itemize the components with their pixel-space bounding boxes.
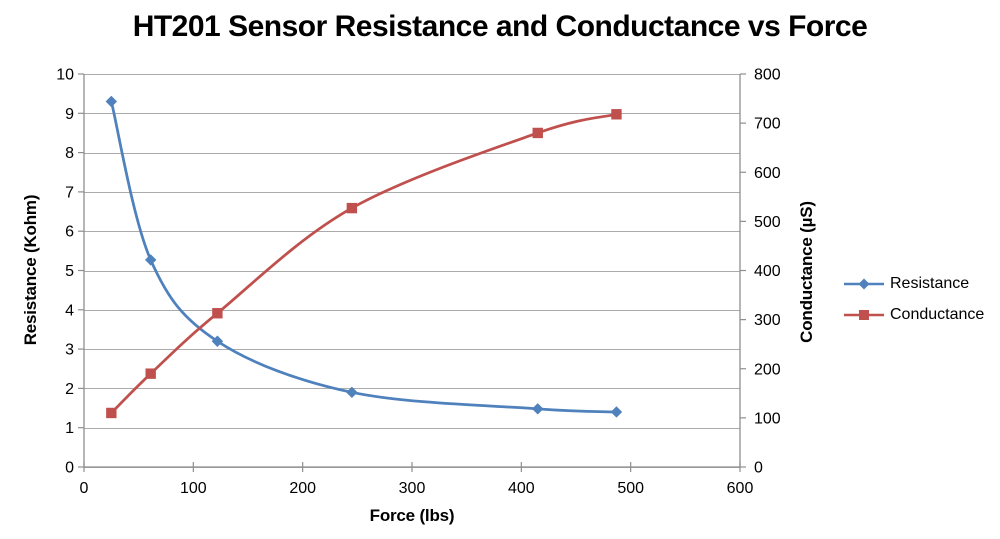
right-axis-tick-label: 600 xyxy=(754,165,781,182)
tick-marks xyxy=(78,73,746,472)
data-point-marker xyxy=(212,308,223,319)
diamond-marker-icon xyxy=(858,278,870,290)
square-marker-icon xyxy=(859,310,869,320)
series-resistance xyxy=(105,95,623,418)
data-point-marker xyxy=(532,403,544,415)
x-axis-tick-label: 0 xyxy=(80,480,89,497)
data-point-marker xyxy=(346,386,358,399)
series-line xyxy=(109,112,618,415)
left-axis-tick-label: 10 xyxy=(56,67,74,84)
left-axis-tick-label: 7 xyxy=(65,184,74,201)
x-axis-tick-label: 300 xyxy=(399,480,426,497)
x-axis-tick-label: 100 xyxy=(180,480,207,497)
data-point-marker xyxy=(106,407,117,419)
left-axis-tick-label: 9 xyxy=(65,106,74,123)
gridlines xyxy=(84,74,740,468)
x-axis-title: Force (lbs) xyxy=(369,506,455,525)
data-point-marker xyxy=(610,406,623,418)
legend-item-conductance: Conductance xyxy=(843,306,985,323)
x-axis-tick-label: 400 xyxy=(508,480,535,497)
conductance-series-key-icon xyxy=(844,310,884,320)
legend-label-conductance: Conductance xyxy=(890,306,985,323)
data-point-marker xyxy=(611,109,622,120)
left-axis-tick-label: 0 xyxy=(65,460,74,477)
left-axis-tick-label: 5 xyxy=(65,263,74,280)
left-axis-tick-label: 6 xyxy=(65,224,74,241)
data-point-marker xyxy=(105,95,118,108)
data-point-marker xyxy=(346,202,358,214)
left-axis-title: Resistance (Kohm) xyxy=(21,194,40,346)
right-axis-tick-label: 400 xyxy=(754,263,781,280)
x-axis-tick-label: 200 xyxy=(289,480,316,497)
left-axis-tick-label: 1 xyxy=(65,420,74,437)
right-axis-tick-label: 800 xyxy=(754,67,781,84)
right-axis-tick-label: 0 xyxy=(754,460,763,477)
right-axis-tick-label: 200 xyxy=(754,361,781,378)
left-axis-tick-label: 8 xyxy=(65,145,74,162)
x-axis-tick-label: 500 xyxy=(617,480,644,497)
right-axis-tick-label: 300 xyxy=(754,312,781,329)
data-point-marker xyxy=(144,254,157,266)
legend-item-resistance: Resistance xyxy=(843,275,984,292)
data-point-marker xyxy=(532,127,543,139)
right-axis-title: Conductance (µS) xyxy=(797,201,816,343)
series-conductance xyxy=(106,109,622,419)
resistance-series-key-icon xyxy=(844,278,884,290)
left-axis-tick-label: 3 xyxy=(65,342,74,359)
x-axis-tick-label: 600 xyxy=(727,480,754,497)
data-point-marker xyxy=(211,335,224,347)
axes xyxy=(83,74,741,468)
right-axis-tick-label: 100 xyxy=(754,410,781,427)
left-axis-tick-label: 4 xyxy=(65,302,74,319)
legend-label-resistance: Resistance xyxy=(890,275,970,292)
left-axis-tick-label: 2 xyxy=(65,381,74,398)
data-point-marker xyxy=(145,368,156,379)
right-axis-tick-label: 700 xyxy=(754,116,781,133)
chart-title: HT201 Sensor Resistance and Conductance … xyxy=(132,10,868,43)
legend: Resistance Conductance xyxy=(843,275,985,338)
series-line xyxy=(109,100,618,414)
right-axis-tick-label: 500 xyxy=(754,214,781,231)
